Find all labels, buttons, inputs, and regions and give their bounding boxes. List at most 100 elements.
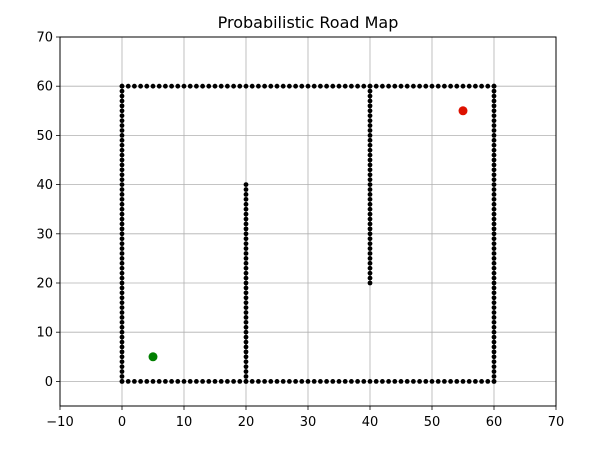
obstacle-point [243,226,249,232]
obstacle-point [243,270,249,276]
obstacle-point [119,177,125,183]
obstacle-point [262,83,267,89]
obstacle-point [119,329,125,335]
obstacle-point [194,379,199,384]
obstacle-point [119,324,125,330]
obstacle-point [119,319,125,325]
obstacle-point [305,83,311,89]
obstacle-point [119,226,125,232]
obstacle-point [386,379,391,384]
obstacle-point [491,167,497,173]
obstacle-point [367,152,373,158]
obstacle-point [491,172,497,178]
obstacle-point [404,379,410,384]
obstacle-point [454,379,460,384]
obstacle-point [200,379,206,384]
obstacle-point [367,226,373,232]
obstacle-point [132,379,137,384]
obstacle-point [243,236,249,242]
obstacle-point [417,83,422,89]
x-tick-label: 50 [424,415,441,430]
obstacle-point [429,379,435,384]
obstacle-point [491,206,497,212]
obstacle-point [243,182,249,188]
obstacle-point [367,256,373,261]
obstacle-point [119,108,125,114]
obstacle-point [373,83,379,89]
obstacle-point [491,177,497,183]
obstacle-point [119,354,125,360]
obstacle-point [324,83,329,89]
obstacle-point [119,103,125,109]
obstacle-point [367,93,373,99]
obstacle-point [119,162,125,168]
obstacle-point [119,137,125,143]
obstacle-point [367,206,373,212]
obstacle-point [119,187,125,192]
obstacle-point [442,83,447,89]
obstacle-point [119,236,125,242]
obstacle-point [404,83,410,89]
obstacle-point [243,285,249,291]
obstacle-point [491,344,497,350]
obstacle-point [119,349,125,355]
obstacle-point [243,354,249,360]
obstacle-point [380,379,385,384]
obstacle-point [280,379,286,384]
obstacle-point [293,379,298,384]
obstacle-point [156,379,162,384]
obstacle-point [194,83,199,89]
obstacle-point [367,236,373,242]
obstacle-point [150,83,156,89]
obstacle-point [491,216,497,222]
x-tick-label: 40 [362,415,379,430]
obstacle-point [125,379,131,384]
obstacle-point [200,83,206,89]
obstacle-point [336,379,342,384]
obstacle-point [367,147,373,153]
obstacle-point [119,275,125,281]
obstacle-point [491,137,497,143]
obstacle-point [119,334,125,340]
obstacle-point [367,98,373,104]
obstacle-point [491,300,497,306]
obstacle-point [225,83,230,89]
obstacle-point [367,177,373,183]
obstacle-point [119,172,125,178]
obstacle-point [423,379,429,384]
obstacle-point [491,108,497,114]
obstacle-point [212,379,218,384]
obstacle-point [491,265,497,271]
obstacle-point [491,103,497,109]
obstacle-point [491,128,497,133]
obstacle-point [429,83,435,89]
obstacle-point [367,246,373,251]
y-tick-label: 10 [36,326,53,341]
obstacle-point [299,379,305,384]
obstacle-point [243,359,249,365]
obstacle-point [386,83,391,89]
x-tick-label: 20 [238,415,255,430]
obstacle-point [243,324,249,330]
obstacle-point [392,379,398,384]
obstacle-point [144,379,150,384]
obstacle-point [119,113,125,119]
obstacle-point [361,83,367,89]
y-tick-label: 70 [36,31,53,46]
obstacle-point [119,280,125,286]
obstacle-point [119,260,125,266]
obstacle-point [342,379,348,384]
obstacle-point [491,315,497,320]
obstacle-point [491,142,497,148]
obstacle-point [367,167,373,173]
obstacle-point [491,275,497,281]
obstacle-point [119,251,125,256]
obstacle-point [274,379,280,384]
obstacle-point [491,118,497,124]
obstacle-point [367,128,373,133]
obstacle-point [119,133,125,138]
obstacle-point [367,172,373,178]
obstacle-point [491,270,497,276]
obstacle-point [491,246,497,251]
x-tick-label: 70 [548,415,565,430]
